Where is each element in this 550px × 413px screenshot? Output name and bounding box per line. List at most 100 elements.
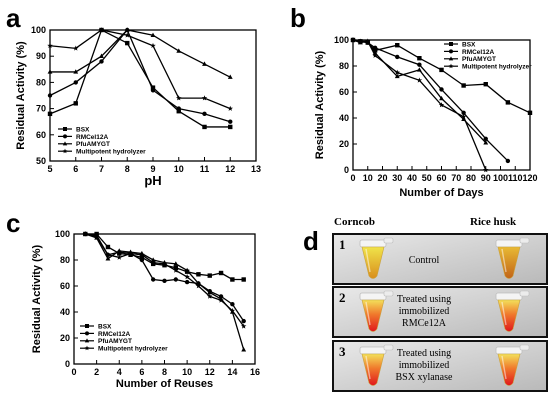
data-point-rmcel12a (173, 277, 179, 282)
data-point-multipotent-hydrolyzer (460, 113, 467, 120)
panel-letter-c: c (6, 208, 20, 238)
data-point-bsx (139, 255, 145, 260)
x-tick-label: 0 (71, 367, 76, 377)
y-tick-label: 80 (36, 77, 46, 87)
y-tick-label: 80 (339, 61, 349, 71)
data-point-multipotent-hydrolyzer (150, 259, 156, 265)
legend-marker (449, 49, 453, 54)
y-tick-label: 20 (60, 333, 70, 343)
data-point-multipotent-hydrolyzer (105, 251, 111, 258)
y-tick-label: 60 (36, 130, 46, 140)
photo-caption-line: immobilized (399, 360, 450, 371)
data-point-multipotent-hydrolyzer (416, 77, 423, 83)
y-axis-label-b: Residual Activity (%) (314, 50, 326, 159)
data-point-multipotent-hydrolyzer (150, 42, 156, 49)
data-point-rmcel12a (99, 59, 104, 64)
data-point-rmcel12a (372, 45, 378, 50)
legend-marker (63, 134, 67, 139)
data-point-rmcel12a (73, 80, 78, 85)
legend-entry-multipotent-hydrolyzer: Multipotent hydrolyzer (462, 64, 532, 71)
data-point-pfuamygt (105, 256, 111, 261)
data-point-bsx (228, 124, 233, 130)
data-point-rmcel12a (483, 136, 488, 141)
data-point-pfuamygt (116, 248, 122, 253)
data-point-bsx (196, 272, 201, 277)
x-tick-label: 100 (493, 173, 508, 183)
series-line-pfuamygt (50, 29, 231, 78)
data-point-pfuamygt (99, 53, 104, 58)
x-tick-label: 12 (225, 164, 235, 174)
data-point-pfuamygt (207, 289, 213, 295)
y-tick-label: 100 (55, 229, 70, 239)
data-point-bsx (125, 40, 130, 46)
data-point-multipotent-hydrolyzer (227, 105, 233, 111)
data-point-rmcel12a (47, 93, 53, 98)
data-point-multipotent-hydrolyzer (161, 261, 168, 267)
data-point-multipotent-hydrolyzer (116, 254, 122, 260)
chart-storage-days: 0 10 20 30 40 50 60 70 80 90 100 110 120020406080100… (314, 35, 538, 199)
data-point-rmcel12a (228, 119, 233, 124)
legend-entry-rmcel12a: RMCel12A (462, 49, 494, 56)
data-point-rmcel12a (505, 158, 511, 164)
data-point-multipotent-hydrolyzer (207, 293, 213, 299)
series-line-multipotent-hydrolyzer (49, 29, 231, 110)
tube-icon (495, 237, 530, 279)
y-tick-label: 40 (60, 307, 70, 317)
data-point-multipotent-hydrolyzer (229, 307, 236, 314)
x-tick-label: 70 (451, 173, 461, 183)
photo-row-number: 2 (339, 290, 346, 305)
data-point-multipotent-hydrolyzer (139, 251, 145, 258)
tube-icon (495, 344, 530, 386)
legend-entry-multipotent-hydrolyzer: Multipotent hydrolyzer (76, 149, 146, 156)
data-point-rmcel12a (176, 106, 181, 111)
data-point-pfuamygt (394, 73, 400, 79)
series-rmcel12a (47, 27, 233, 124)
data-point-rmcel12a (230, 302, 235, 307)
photo-panel-tubes: Corncob Rice husk 1 Control 2 Treated using… (332, 216, 548, 392)
tube-icon (359, 237, 394, 279)
data-point-multipotent-hydrolyzer (350, 37, 356, 43)
data-point-rmcel12a (150, 277, 156, 282)
data-point-bsx (230, 277, 235, 282)
data-point-multipotent-hydrolyzer (173, 267, 179, 273)
data-point-multipotent-hydrolyzer (394, 69, 400, 75)
y-tick-label: 0 (344, 165, 349, 175)
data-point-multipotent-hydrolyzer (372, 52, 378, 58)
data-point-rmcel12a (184, 279, 190, 285)
series-multipotent-hydrolyzer (82, 231, 247, 329)
y-tick-label: 80 (60, 255, 70, 265)
x-tick-label: 10 (363, 173, 373, 183)
x-tick-label: 4 (117, 367, 122, 377)
x-tick-label: 13 (251, 164, 261, 174)
panel-letter-d: d (303, 226, 319, 256)
data-point-rmcel12a (439, 87, 444, 92)
data-point-multipotent-hydrolyzer (184, 274, 190, 280)
x-tick-label: 60 (436, 173, 446, 183)
photo-caption-line: Treated using (397, 294, 451, 305)
data-point-multipotent-hydrolyzer (127, 250, 134, 256)
photo-caption-line: Treated using (397, 348, 451, 359)
data-point-bsx (527, 110, 533, 115)
data-point-bsx (207, 273, 212, 278)
legend-marker (62, 141, 68, 146)
legend-entry-bsx: BSX (76, 126, 90, 133)
data-point-pfuamygt (176, 48, 182, 53)
x-tick-label: 11 (200, 164, 210, 174)
panel-letter-b: b (290, 3, 306, 33)
series-line-bsx (352, 39, 531, 114)
x-tick-label: 40 (407, 173, 417, 183)
x-tick-label: 12 (205, 367, 215, 377)
legend-marker (84, 345, 90, 351)
data-point-bsx (202, 124, 207, 130)
x-tick-label: 16 (250, 367, 260, 377)
chart-ph-activity: 5 6 7 8 9 10 11 12 13 50 60 70 80 90 100 pH Residual Act… (15, 25, 261, 188)
data-point-multipotent-hydrolyzer (98, 27, 105, 33)
series-line-rmcel12a (49, 28, 231, 123)
y-tick-label: 60 (60, 281, 70, 291)
series-multipotent-hydrolyzer (350, 37, 489, 173)
data-point-bsx (461, 83, 466, 88)
legend-marker (85, 324, 89, 328)
data-point-pfuamygt (227, 74, 233, 79)
